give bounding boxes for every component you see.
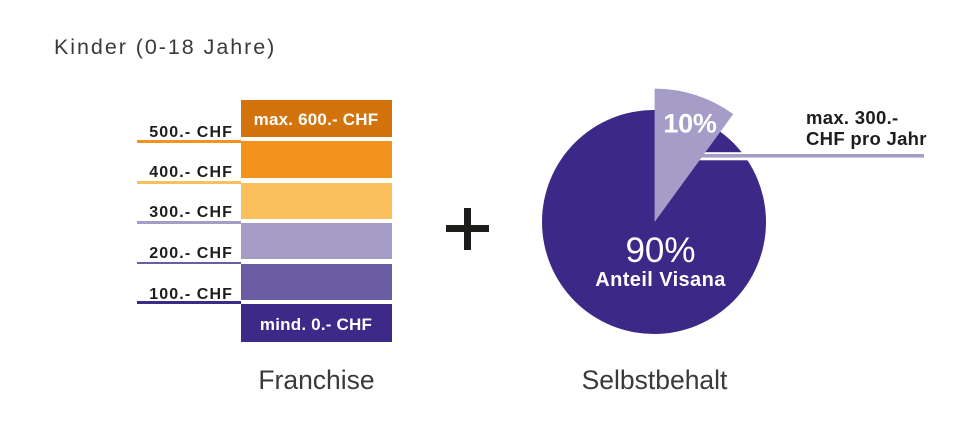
svg-text:Anteil Visana: Anteil Visana xyxy=(595,269,726,291)
svg-text:90%: 90% xyxy=(625,231,695,270)
svg-text:10%: 10% xyxy=(663,109,716,139)
